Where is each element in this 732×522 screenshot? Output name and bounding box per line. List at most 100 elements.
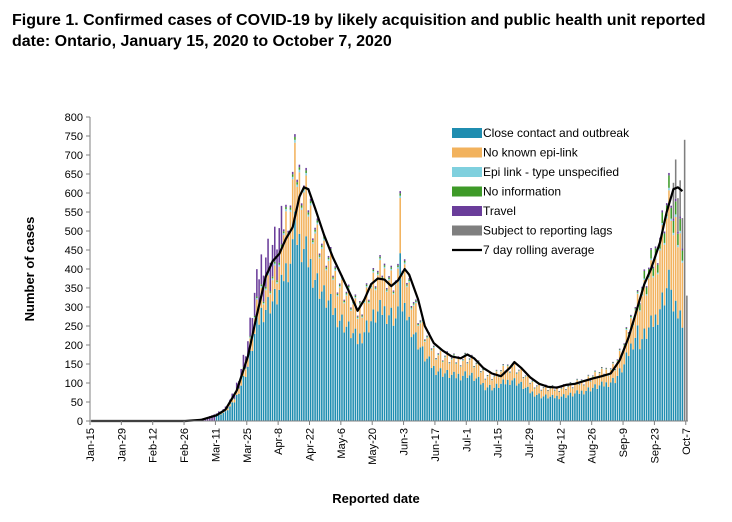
bar-segment-travel xyxy=(648,267,650,270)
bar-segment-no_information xyxy=(410,307,413,309)
bar-segment-no_epi_link xyxy=(623,345,625,365)
bar-day-266 xyxy=(686,295,688,421)
bar-segment-close_contact xyxy=(621,372,623,421)
bar-day-192 xyxy=(520,367,522,421)
bar-segment-no_information xyxy=(598,372,601,374)
bar-segment-travel xyxy=(336,292,339,294)
bar-segment-no_information xyxy=(560,387,563,389)
bar-segment-epi_unspecified xyxy=(410,308,413,310)
bar-segment-close_contact xyxy=(486,387,489,421)
bar-segment-close_contact xyxy=(665,288,668,421)
legend-label-reporting_lags: Subject to reporting lags xyxy=(483,224,612,238)
bar-segment-close_contact xyxy=(419,347,422,421)
legend-label-no_epi_link: No known epi-link xyxy=(483,146,579,160)
bar-segment-travel xyxy=(625,327,628,329)
bar-segment-epi_unspecified xyxy=(298,169,301,173)
bar-segment-travel xyxy=(598,372,601,373)
bar-day-160 xyxy=(448,362,451,421)
bar-segment-close_contact xyxy=(280,274,283,421)
bar-day-111 xyxy=(338,283,341,421)
bar-segment-no_information xyxy=(679,218,681,231)
bar-segment-travel xyxy=(679,216,681,219)
bar-segment-close_contact xyxy=(408,316,410,421)
bar-segment-close_contact xyxy=(289,263,292,421)
bar-segment-epi_unspecified xyxy=(321,247,323,249)
bar-segment-no_information xyxy=(601,367,603,369)
bar-segment-no_epi_link xyxy=(576,380,578,391)
bar-segment-close_contact xyxy=(484,390,487,421)
bar-segment-close_contact xyxy=(556,395,558,421)
bar-day-99 xyxy=(312,238,314,421)
bar-segment-no_epi_link xyxy=(365,287,368,321)
bar-segment-epi_unspecified xyxy=(663,242,666,245)
bar-segment-no_epi_link xyxy=(607,375,610,387)
bar-segment-close_contact xyxy=(361,343,363,421)
bar-segment-travel xyxy=(594,370,596,372)
bar-segment-epi_unspecified xyxy=(444,356,446,358)
bar-segment-no_information xyxy=(558,391,560,392)
bar-segment-no_epi_link xyxy=(309,205,312,259)
bar-segment-close_contact xyxy=(253,333,256,421)
bar-segment-no_information xyxy=(309,201,312,204)
bar-day-186 xyxy=(506,364,509,421)
bar-segment-no_information xyxy=(424,340,426,341)
bar-segment-no_epi_link xyxy=(538,384,540,394)
bar-segment-close_contact xyxy=(589,391,592,421)
x-tick-label: Feb-12 xyxy=(148,428,160,463)
bar-day-159 xyxy=(446,351,448,421)
bar-segment-epi_unspecified xyxy=(327,259,330,261)
legend-swatch-travel xyxy=(452,206,482,216)
bar-day-108 xyxy=(332,275,334,421)
bar-segment-no_information xyxy=(614,369,616,371)
bar-segment-travel xyxy=(480,371,482,372)
bar-segment-no_information xyxy=(448,362,451,364)
bar-segment-epi_unspecified xyxy=(307,214,310,217)
bar-segment-close_contact xyxy=(215,415,218,421)
bar-segment-epi_unspecified xyxy=(372,271,375,273)
bar-segment-close_contact xyxy=(578,393,581,421)
bar-segment-travel xyxy=(578,383,581,385)
y-tick-label: 650 xyxy=(65,169,83,181)
bar-day-196 xyxy=(529,382,531,421)
bar-segment-epi_unspecified xyxy=(639,310,641,312)
bar-segment-close_contact xyxy=(291,239,294,421)
bar-day-86 xyxy=(282,229,285,421)
bar-segment-epi_unspecified xyxy=(634,309,637,311)
bar-day-231 xyxy=(607,374,610,421)
bar-day-223 xyxy=(589,380,592,421)
bar-segment-travel xyxy=(426,335,428,337)
bar-segment-close_contact xyxy=(244,377,247,421)
bar-segment-travel xyxy=(565,389,567,390)
bar-segment-travel xyxy=(294,134,296,137)
bar-segment-no_epi_link xyxy=(439,350,442,369)
bar-segment-no_epi_link xyxy=(621,356,623,373)
bar-segment-travel xyxy=(256,269,258,297)
bar-segment-epi_unspecified xyxy=(356,317,359,319)
bar-segment-no_epi_link xyxy=(462,360,464,376)
bar-segment-epi_unspecified xyxy=(623,344,625,346)
bar-segment-no_epi_link xyxy=(435,359,437,376)
bar-day-134 xyxy=(390,265,393,421)
bar-segment-epi_unspecified xyxy=(656,272,659,275)
bar-segment-travel xyxy=(298,164,301,168)
bar-segment-reporting_lags xyxy=(679,180,681,217)
bar-segment-travel xyxy=(309,198,312,202)
bar-segment-epi_unspecified xyxy=(587,375,590,377)
bar-day-109 xyxy=(334,266,337,421)
bar-day-152 xyxy=(430,348,433,421)
bar-segment-close_contact xyxy=(605,382,608,421)
bar-segment-travel xyxy=(415,299,417,301)
bar-segment-close_contact xyxy=(515,385,518,421)
bar-segment-no_epi_link xyxy=(408,282,410,317)
bar-segment-no_epi_link xyxy=(399,198,401,254)
bar-day-245 xyxy=(639,303,641,421)
bar-segment-no_epi_link xyxy=(504,372,507,385)
bar-segment-epi_unspecified xyxy=(430,349,433,351)
bar-segment-travel xyxy=(330,247,332,249)
bar-segment-close_contact xyxy=(368,332,370,421)
bar-segment-no_epi_link xyxy=(549,388,552,397)
bar-segment-no_epi_link xyxy=(668,190,670,270)
bar-segment-no_epi_link xyxy=(314,233,316,280)
bar-day-157 xyxy=(441,360,444,421)
bar-segment-no_information xyxy=(549,387,552,389)
